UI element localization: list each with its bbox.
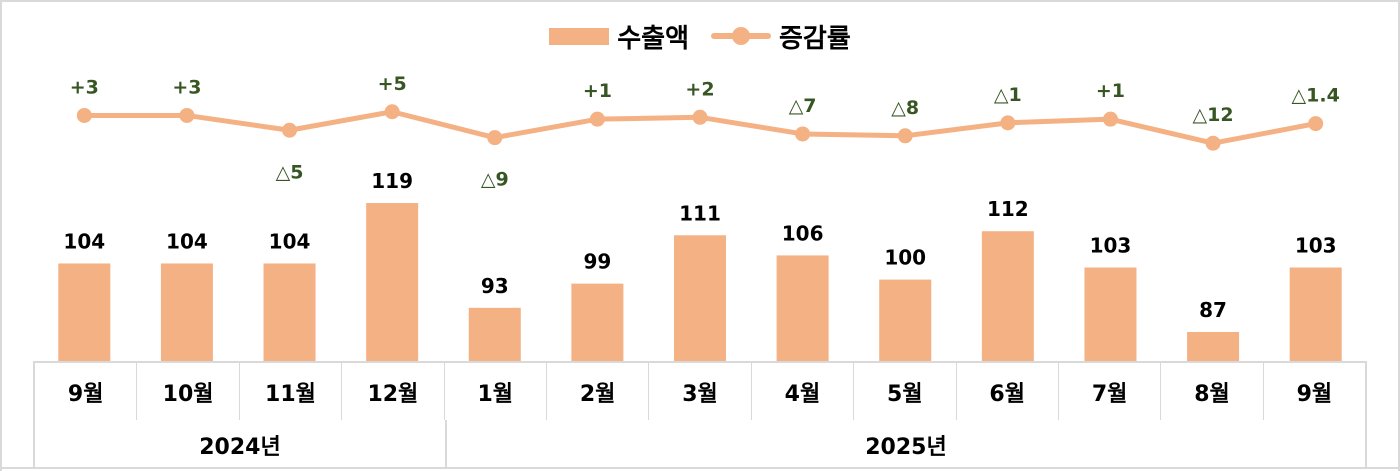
bar-value-label: 103 [1090, 234, 1132, 258]
line-marker [1205, 135, 1221, 151]
bar [879, 279, 932, 361]
legend: 수출액 증감률 [0, 18, 1400, 54]
line-marker [179, 107, 195, 123]
month-label: 9월 [1296, 381, 1333, 407]
rate-label: +3 [70, 76, 99, 98]
legend-label-export-amount: 수출액 [617, 23, 689, 54]
month-label: 4월 [752, 363, 855, 420]
month-row: 9월 10월 11월 12월 1월 2월 3월 4월 5월 6월 7월 8월 9월 [35, 363, 1365, 420]
year-row: 2024년 2025년 [35, 420, 1365, 469]
bar [1187, 331, 1240, 361]
bar-value-label: 93 [481, 274, 509, 298]
bar [468, 307, 521, 361]
month-label: 8월 [1161, 363, 1264, 420]
x-axis-table: 9월 10월 11월 12월 1월 2월 3월 4월 5월 6월 7월 8월 9월 2024년 2025… [33, 361, 1367, 469]
rate-label: △9 [481, 169, 509, 191]
year-label-2025: 2025년 [865, 434, 947, 460]
line-marker [795, 126, 811, 142]
line-marker [384, 104, 400, 120]
line-marker [589, 111, 605, 127]
bar [1289, 267, 1342, 361]
line-marker [282, 122, 298, 138]
bar-value-label: 106 [782, 221, 824, 245]
line-marker [692, 109, 708, 125]
bar-value-label: 104 [63, 229, 105, 253]
bar-value-label: 112 [987, 197, 1029, 221]
bar-value-label: 99 [583, 250, 611, 274]
bar-value-label: 104 [269, 229, 311, 253]
bar-value-label: 100 [884, 246, 926, 270]
month-label: 1월 [445, 363, 547, 420]
rate-label: +1 [583, 80, 612, 102]
rate-label: +5 [378, 73, 407, 95]
rate-label: +1 [1096, 80, 1125, 102]
month-label: 7월 [1059, 363, 1162, 420]
bar-swatch-icon [549, 27, 610, 45]
bar [160, 263, 213, 361]
month-label: 9월 [35, 363, 138, 420]
line-marker [76, 107, 92, 123]
month-label: 12월 [342, 363, 445, 420]
bottom-border [0, 467, 1400, 469]
rate-label: +3 [172, 76, 201, 98]
bar [674, 235, 726, 361]
bar [571, 283, 624, 361]
bar-value-label: 104 [166, 229, 208, 253]
month-label: 3월 [649, 363, 752, 420]
bar-value-label: 111 [679, 201, 721, 225]
line-marker [897, 128, 913, 144]
month-label: 2월 [547, 363, 650, 420]
rate-label: △8 [891, 97, 919, 119]
month-label: 11월 [240, 363, 343, 420]
year-label-2024: 2024년 [35, 420, 447, 469]
legend-label-growth-rate: 증감률 [779, 23, 851, 54]
line-marker-icon [711, 27, 771, 45]
bar [1084, 267, 1137, 361]
line-marker [1308, 116, 1324, 132]
month-label: 10월 [137, 363, 240, 420]
rate-label: △1 [994, 84, 1022, 106]
legend-item-export-amount: 수출액 [549, 18, 689, 55]
rate-label: △5 [276, 161, 304, 183]
rate-label: △7 [789, 95, 817, 117]
legend-item-growth-rate: 증감률 [711, 18, 851, 55]
bar-value-label: 103 [1295, 234, 1337, 258]
bar [263, 263, 316, 361]
bar [981, 231, 1034, 361]
rate-label: △12 [1193, 104, 1234, 126]
rate-label: △1.4 [1292, 85, 1340, 107]
bar-value-label: 119 [371, 169, 413, 193]
bar-value-label: 87 [1199, 298, 1227, 322]
bar [776, 255, 829, 361]
bar [366, 203, 419, 361]
rate-label: +2 [685, 78, 714, 100]
bar [58, 263, 111, 361]
line-marker [1102, 111, 1118, 127]
month-label: 6월 [957, 363, 1059, 420]
line-marker [1000, 115, 1016, 131]
line-marker [487, 130, 503, 146]
month-label: 5월 [854, 363, 957, 420]
